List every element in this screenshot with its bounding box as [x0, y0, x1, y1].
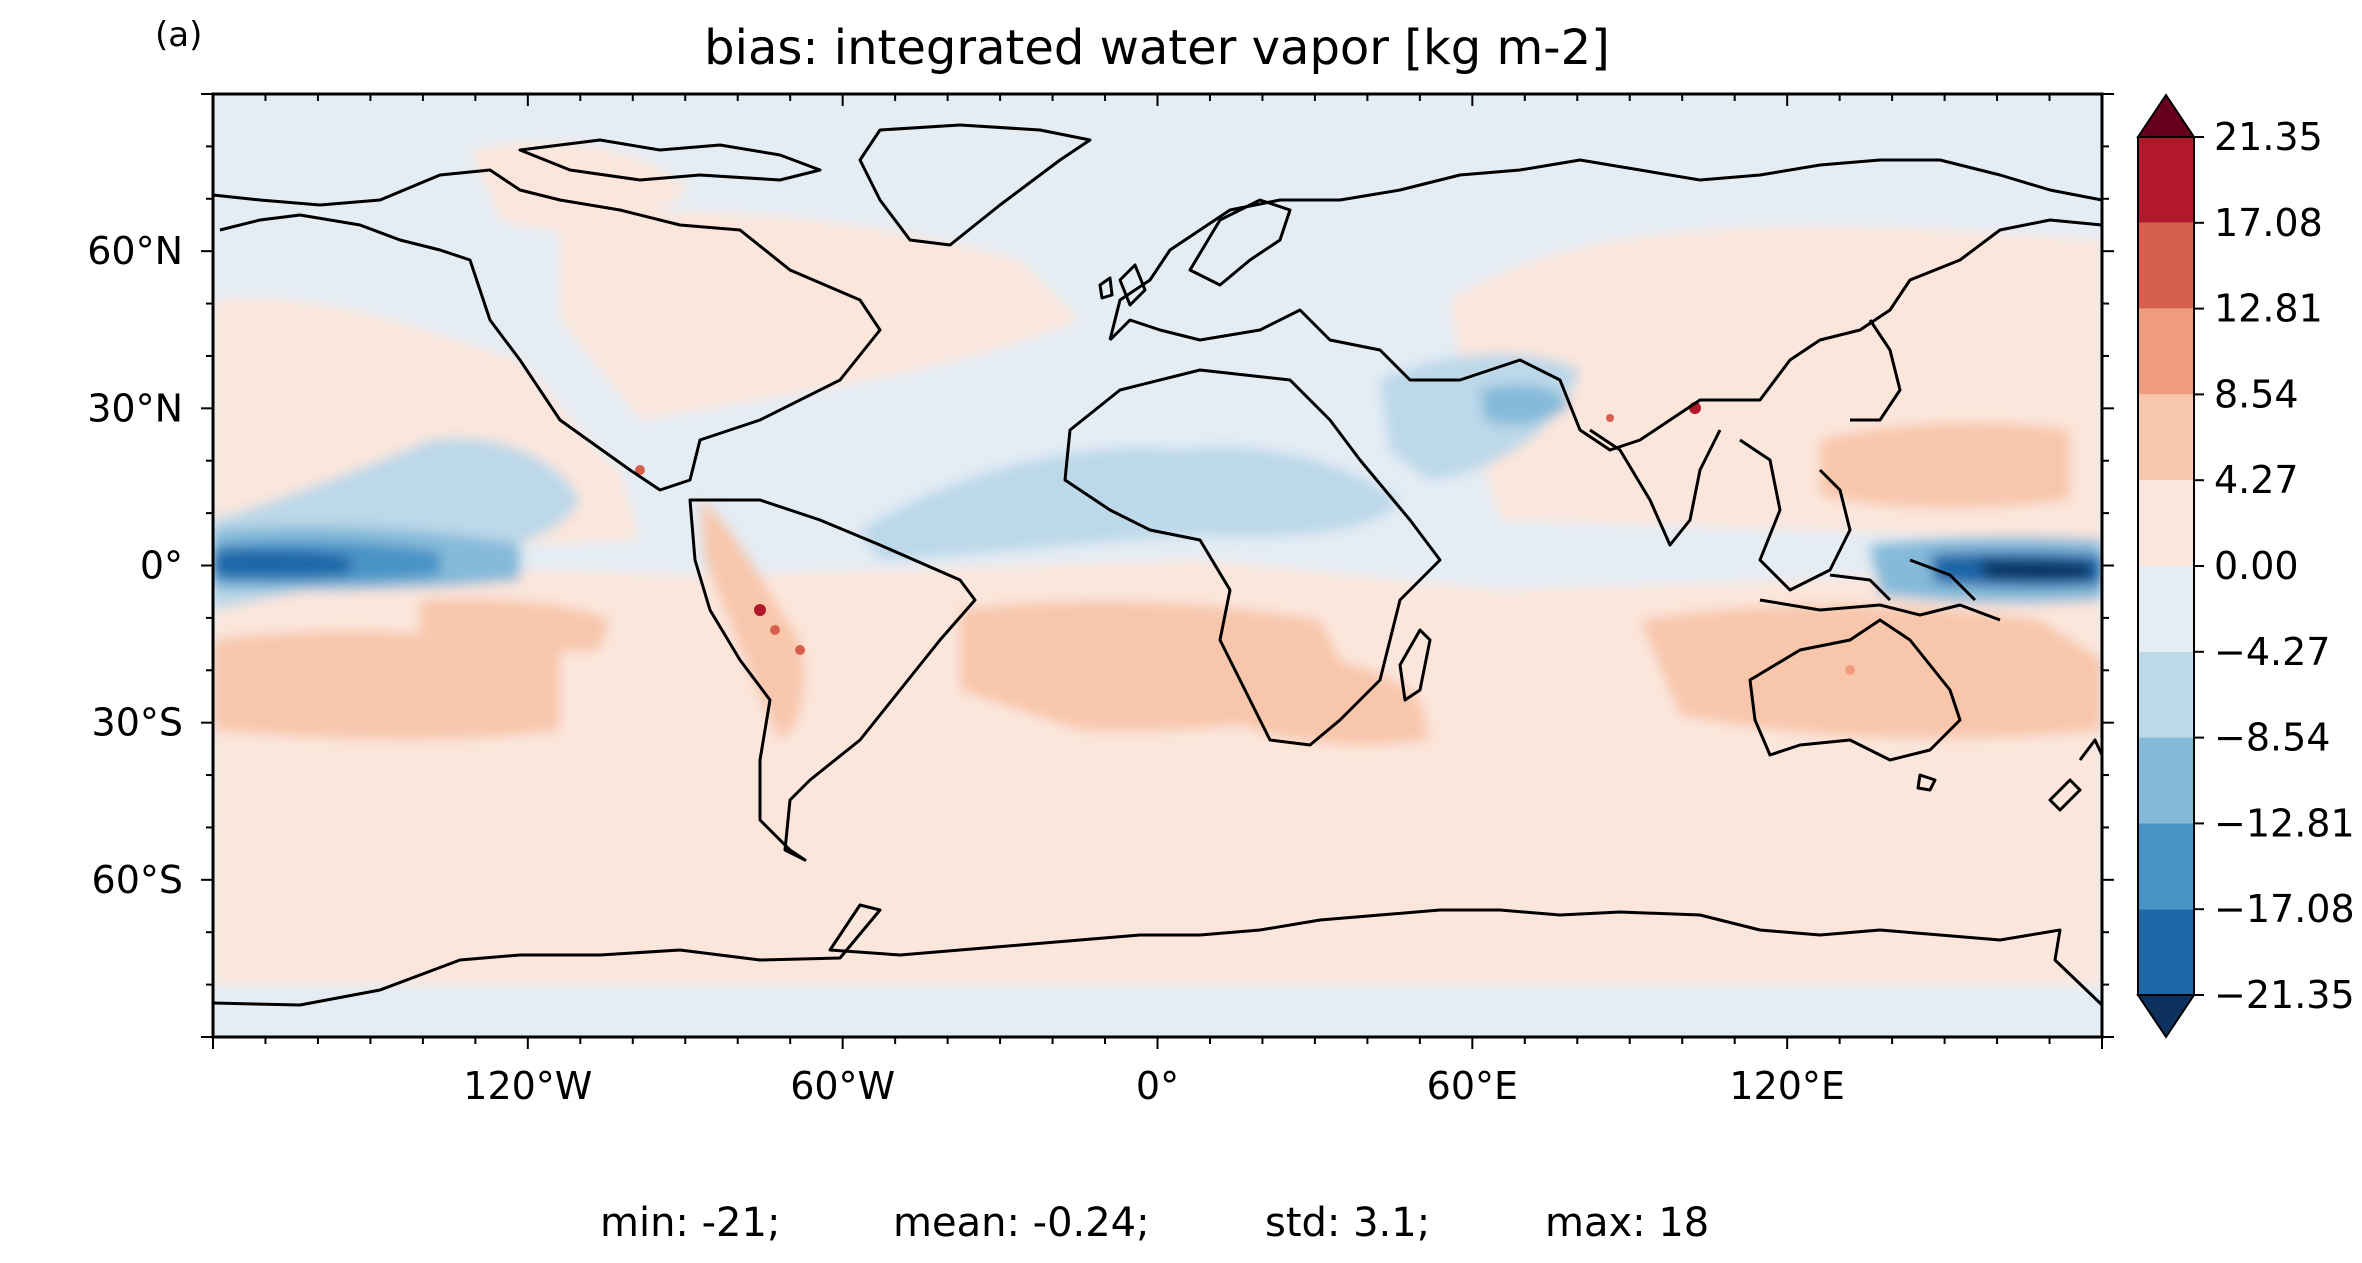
coastline-maritime-continent: [1759, 558, 2001, 622]
lon-tick-label: 60°E: [1427, 1064, 1518, 1108]
hotspot-andes-3: [795, 645, 805, 655]
lat-tick-label: 60°S: [92, 858, 183, 902]
field-pos-east-pacific: [420, 598, 610, 652]
colorbar-tick-label: −17.08: [2214, 887, 2355, 931]
lon-tick-label: 0°: [1136, 1064, 1179, 1108]
hotspot-andes-2: [770, 625, 780, 635]
lat-tick-label: 30°N: [87, 386, 183, 430]
colorbar-bin: [2138, 651, 2194, 738]
map-panel: [213, 94, 2102, 1037]
field-positive-north-atlantic: [560, 212, 1080, 420]
field-positive-south-belt: [213, 590, 2102, 985]
coastline-se-asia: [1739, 438, 1852, 592]
colorbar-bin: [2138, 394, 2194, 481]
colorbar-tick-label: 4.27: [2214, 458, 2299, 502]
colorbar-extend-max: [2136, 93, 2196, 138]
field-neg-east-pacific-min: [213, 549, 350, 578]
colorbar-tick-label: −8.54: [2214, 716, 2330, 760]
coastlines: [213, 123, 2102, 1007]
coastline-antarctica: [213, 903, 2102, 1007]
coastline-japan: [1850, 319, 1902, 422]
colorbar: 21.35 17.08 12.81 8.54 4.27 0.00 −4.27 −8.54 −12…: [2136, 93, 2355, 1039]
colorbar-tick-label: 0.00: [2214, 544, 2299, 588]
stat-std: std: 3.1;: [1265, 1200, 1430, 1246]
colorbar-tick-label: −12.81: [2214, 801, 2355, 845]
field-pos-australia: [1640, 605, 2102, 739]
hotspot-himalaya-2: [1606, 414, 1614, 422]
lon-tick-label: 120°E: [1729, 1064, 1845, 1108]
coastline-new-zealand: [2048, 738, 2102, 812]
colorbar-bin: [2138, 480, 2194, 566]
coastline-australia: [1748, 618, 1962, 762]
colorbar-tick-label: −4.27: [2214, 630, 2330, 674]
coastline-greenland: [858, 123, 1092, 247]
field-neg-antarctic-margin: [213, 985, 2102, 1037]
coastline-africa: [1063, 368, 1442, 747]
colorbar-bin: [2138, 737, 2194, 824]
stat-max: max: 18: [1545, 1200, 1709, 1246]
hotspot-andes-1: [754, 604, 766, 616]
colorbar-extend-min: [2136, 994, 2196, 1039]
lon-tick-label: 120°W: [463, 1064, 592, 1108]
map-title: bias: integrated water vapor [kg m-2]: [704, 20, 1610, 76]
colorbar-tick-label: 17.08: [2214, 201, 2323, 245]
field-neg-tropical-atlantic: [860, 447, 1400, 560]
field-positive-north-pacific: [1900, 250, 2102, 420]
stats-line: min: -21; mean: -0.24; std: 3.1; max: 18: [600, 1200, 1709, 1246]
field-neg-west-pacific-min: [1980, 560, 2090, 580]
coastline-india: [1589, 428, 1722, 547]
colorbar-tick-label: −21.35: [2214, 973, 2355, 1017]
field-pos-south-pacific-band: [213, 631, 560, 740]
colorbar-bin: [2138, 137, 2194, 223]
hotspot-australia: [1845, 665, 1855, 675]
colorbar-tick-label: 8.54: [2214, 372, 2299, 416]
latitude-axis: 60°N 30°N 0° 30°S 60°S: [87, 93, 2114, 1038]
hotspot-central-america: [635, 465, 645, 475]
coastline-tasmania: [1916, 773, 1937, 792]
stat-mean: mean: -0.24;: [893, 1200, 1150, 1246]
field-pos-andes: [700, 500, 804, 740]
coastline-madagascar: [1398, 628, 1432, 702]
field-hotspots: [635, 402, 1855, 675]
colorbar-bin: [2138, 308, 2194, 395]
longitude-axis: 120°W 60°W 0° 60°E 120°E: [212, 94, 2103, 1108]
colorbar-bin: [2138, 823, 2194, 910]
colorbar-tick-label: 12.81: [2214, 287, 2323, 331]
lat-tick-label: 0°: [140, 544, 183, 588]
field-positive-greenland: [470, 142, 690, 230]
lat-tick-label: 60°N: [87, 229, 183, 273]
panel-label: (a): [155, 15, 202, 55]
colorbar-bin: [2138, 566, 2194, 652]
coastline-north-america: [213, 168, 882, 492]
coastline-eurasia: [1108, 158, 2102, 452]
lon-tick-label: 60°W: [790, 1064, 895, 1108]
coastline-south-america: [688, 498, 977, 862]
field-pos-nw-pacific: [1820, 422, 2070, 508]
bias-field: [213, 142, 2102, 1037]
coastline-arctic-islands: [518, 138, 822, 182]
stat-min: min: -21;: [600, 1200, 780, 1246]
colorbar-bin: [2138, 909, 2194, 995]
colorbar-tick-label: 21.35: [2214, 115, 2323, 159]
field-neg-iran: [1480, 385, 1570, 425]
lat-tick-label: 30°S: [92, 701, 183, 745]
coastline-british-isles: [1098, 263, 1147, 307]
coastline-scandinavia: [1188, 198, 1292, 287]
field-positive-south-pacific: [213, 560, 2102, 620]
colorbar-bin: [2138, 222, 2194, 309]
